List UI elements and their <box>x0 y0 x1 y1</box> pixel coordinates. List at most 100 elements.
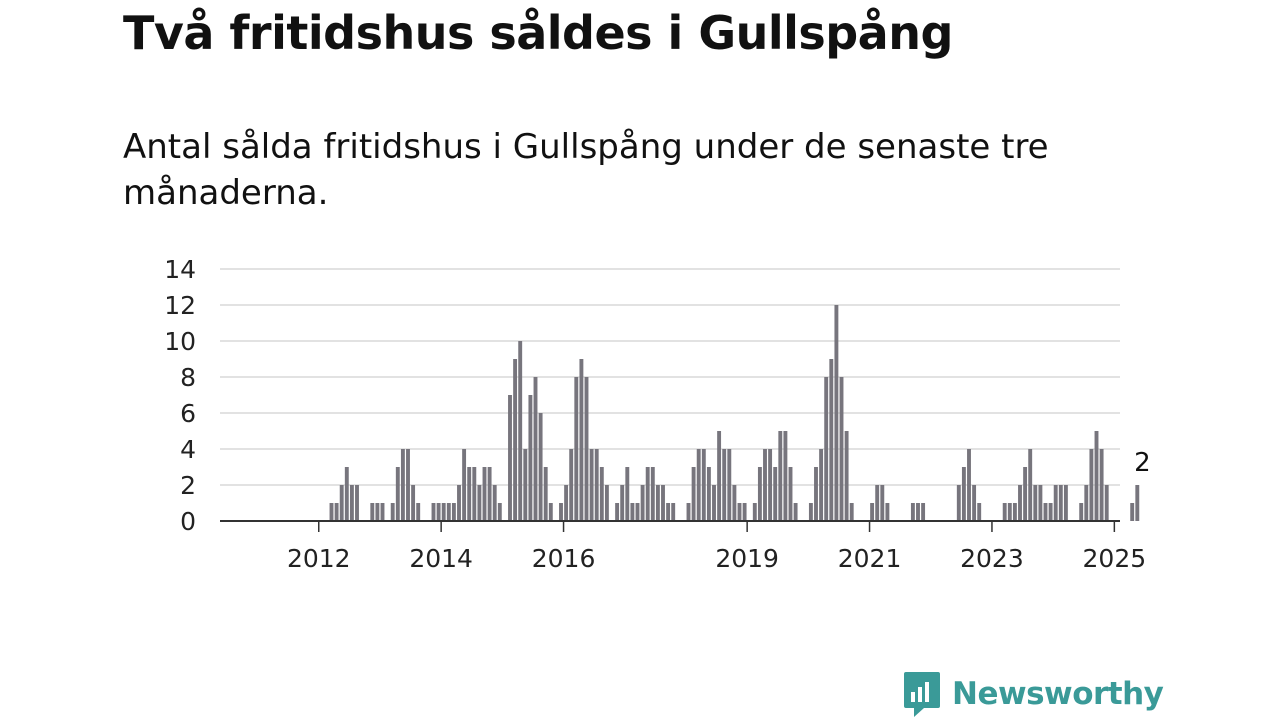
bar <box>870 503 875 521</box>
bar <box>814 467 818 521</box>
bar <box>462 449 467 521</box>
bar <box>390 503 395 521</box>
bar <box>508 395 512 521</box>
bar <box>921 503 926 521</box>
bar <box>451 503 456 521</box>
y-tick-label: 10 <box>164 327 196 356</box>
bar <box>620 485 625 521</box>
bar <box>732 485 737 521</box>
bar <box>967 449 971 521</box>
bar <box>1053 485 1058 521</box>
bar <box>355 485 359 521</box>
y-tick-label: 12 <box>164 291 196 320</box>
bar <box>564 485 569 521</box>
bar <box>1089 449 1094 521</box>
bar <box>635 503 640 521</box>
bar <box>559 503 563 521</box>
bar <box>599 467 604 521</box>
x-tick-label: 2019 <box>715 544 779 573</box>
chart-subtitle: Antal sålda fritidshus i Gullspång under… <box>123 127 1049 213</box>
bar <box>604 485 609 521</box>
bar <box>467 467 472 521</box>
x-tick-label: 2023 <box>960 544 1024 573</box>
y-tick-label: 14 <box>164 255 196 284</box>
bar <box>380 503 385 521</box>
bar <box>1094 431 1099 521</box>
newsworthy-logo-text: Newsworthy <box>952 676 1164 712</box>
bar <box>630 503 635 521</box>
bar <box>1033 485 1038 521</box>
bar <box>1099 449 1104 521</box>
bar <box>543 467 548 521</box>
bar <box>406 449 410 521</box>
bar <box>1007 503 1012 521</box>
newsworthy-logo: Newsworthy <box>902 670 1164 718</box>
bar <box>717 431 722 521</box>
bar <box>1038 485 1043 521</box>
bar <box>569 449 574 521</box>
bar <box>548 503 553 521</box>
bar <box>1048 503 1053 521</box>
bar <box>824 377 829 521</box>
bar <box>594 449 599 521</box>
y-tick-label: 4 <box>180 435 196 464</box>
bar <box>487 467 492 521</box>
bar <box>650 467 655 521</box>
bar <box>457 485 461 521</box>
bar-chart: 0 2 4 6 8 10 12 14 2012 2014 2016 2019 2021 2023 2025… <box>164 255 1150 573</box>
x-tick-label: 2021 <box>838 544 902 573</box>
bar <box>625 467 630 521</box>
bar <box>533 377 538 521</box>
bar <box>880 485 885 521</box>
bar <box>768 449 773 521</box>
bar <box>416 503 421 521</box>
newsworthy-logo-icon <box>904 672 940 717</box>
bar <box>497 503 502 521</box>
bar <box>349 485 354 521</box>
bar <box>793 503 798 521</box>
bar <box>370 503 375 521</box>
bar <box>1018 485 1022 521</box>
bar <box>640 485 645 521</box>
bar <box>492 485 497 521</box>
bar <box>783 431 788 521</box>
bar <box>875 485 880 521</box>
bar <box>839 377 844 521</box>
bar <box>788 467 793 521</box>
bar <box>661 485 665 521</box>
bar <box>400 449 405 521</box>
bars <box>329 305 1140 521</box>
bar <box>844 431 849 521</box>
y-tick-label: 2 <box>180 471 196 500</box>
bar <box>666 503 671 521</box>
bar <box>523 449 528 521</box>
bar <box>482 467 487 521</box>
bar <box>819 449 824 521</box>
x-axis-ticks: 2012 2014 2016 2019 2021 2023 2025 <box>287 521 1146 573</box>
bar <box>808 503 813 521</box>
bar <box>1023 467 1028 521</box>
bar <box>645 467 650 521</box>
bar <box>686 503 691 521</box>
bar <box>513 359 518 521</box>
x-tick-label: 2016 <box>532 544 596 573</box>
bar <box>375 503 380 521</box>
bar <box>1028 449 1033 521</box>
bar <box>706 467 711 521</box>
bar <box>344 467 349 521</box>
bar <box>615 503 620 521</box>
bar <box>829 359 834 521</box>
bar <box>757 467 762 521</box>
bar <box>752 503 757 521</box>
grid-lines <box>220 268 1120 486</box>
x-tick-label: 2025 <box>1083 544 1147 573</box>
bar <box>584 377 589 521</box>
bar <box>589 449 594 521</box>
bar <box>916 503 920 521</box>
bar <box>691 467 696 521</box>
bar <box>574 377 579 521</box>
bar <box>671 503 676 521</box>
bar <box>431 503 436 521</box>
x-tick-label: 2012 <box>287 544 351 573</box>
bar <box>411 485 416 521</box>
